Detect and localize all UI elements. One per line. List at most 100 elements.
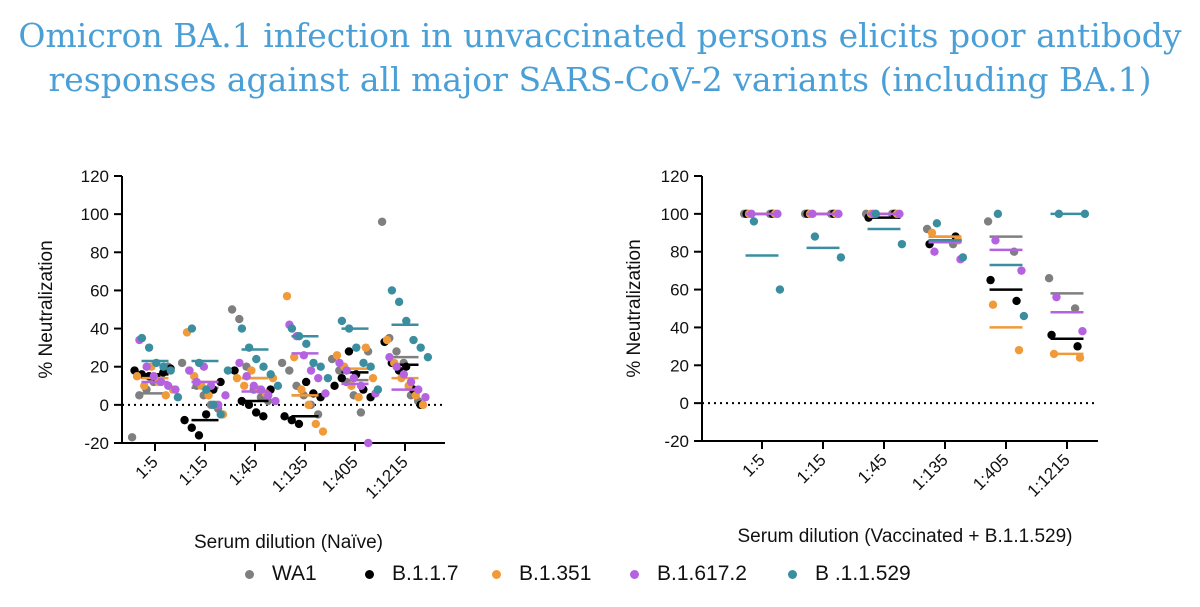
- legend-item: WA1: [245, 562, 317, 586]
- y-axis-label: % Neutralization: [36, 240, 57, 378]
- legend-marker: [630, 569, 639, 579]
- data-point: [177, 358, 187, 368]
- data-point: [171, 385, 180, 394]
- data-point: [392, 347, 401, 356]
- data-point: [1080, 209, 1090, 219]
- title-line-2: responses against all major SARS-CoV-2 v…: [48, 60, 1152, 99]
- data-point: [1012, 296, 1021, 306]
- data-point: [149, 372, 159, 381]
- series-b-1-1-529: [745, 209, 1090, 321]
- series-wa1: [127, 217, 423, 442]
- series-b-1-351: [744, 209, 1085, 362]
- data-point: [142, 362, 151, 371]
- legend-label: B .1.1.529: [815, 562, 911, 585]
- x-tick-label: 1:1215: [362, 452, 412, 502]
- data-point: [301, 377, 311, 387]
- legend-item: B.1.617.2: [630, 562, 747, 586]
- x-tick-label: 1:5: [132, 452, 162, 482]
- x-axis-label: Serum dilution (Naïve): [194, 532, 383, 553]
- data-point: [216, 410, 225, 419]
- data-point: [185, 366, 194, 375]
- y-tick-label: 80: [90, 243, 109, 262]
- data-point: [287, 324, 297, 333]
- y-axis-label: % Neutralization: [624, 239, 645, 377]
- data-point: [132, 372, 142, 381]
- data-point: [983, 217, 993, 226]
- data-point: [318, 427, 328, 436]
- y-tick-label: -20: [664, 432, 689, 451]
- data-point: [836, 253, 846, 262]
- legend-item: B .1.1.529: [788, 562, 911, 586]
- data-point: [385, 352, 394, 362]
- data-point: [416, 343, 425, 352]
- data-point: [392, 362, 401, 371]
- data-point: [235, 358, 244, 368]
- data-point: [1047, 330, 1056, 340]
- data-point: [1070, 304, 1080, 313]
- data-point: [930, 247, 939, 256]
- data-point: [240, 381, 249, 390]
- data-point: [871, 209, 881, 219]
- legend-item: B.1.1.7: [365, 562, 459, 586]
- data-point: [259, 362, 268, 371]
- chart-panel-2: -20 0 20 40 60 80 100 120 1:5 1:15 1:45 1:135 1:405 1…: [624, 167, 1098, 547]
- data-point: [356, 408, 366, 417]
- data-point: [235, 314, 244, 324]
- data-point: [316, 362, 325, 371]
- title-line-1: Omicron BA.1 infection in unvaccinated p…: [18, 16, 1182, 55]
- x-tick-label: 1:405: [318, 452, 362, 496]
- data-point: [361, 343, 370, 352]
- data-point: [251, 408, 261, 417]
- data-point: [297, 385, 306, 394]
- data-point: [140, 381, 149, 390]
- data-point: [161, 391, 170, 400]
- data-point: [249, 381, 259, 390]
- data-point: [285, 366, 294, 375]
- data-point: [180, 415, 189, 425]
- data-point: [352, 343, 361, 352]
- data-point: [271, 396, 280, 406]
- data-point: [406, 377, 416, 387]
- data-point: [1014, 345, 1024, 355]
- data-point: [423, 352, 433, 362]
- data-point: [927, 228, 937, 237]
- series-b-1-1-7: [742, 209, 1084, 351]
- data-point: [242, 372, 251, 381]
- series-b-1-617-2: [745, 209, 1087, 336]
- data-point: [349, 373, 359, 383]
- data-point: [244, 400, 254, 410]
- legend-label: B.1.351: [519, 562, 592, 585]
- data-point: [323, 373, 333, 383]
- data-point: [993, 209, 1003, 219]
- data-point: [421, 393, 430, 402]
- data-point: [394, 297, 404, 307]
- x-axis-label: Serum dilution (Vaccinated + B.1.1.529): [738, 526, 1073, 547]
- data-point: [382, 335, 392, 345]
- x-tick-label: 1:45: [854, 450, 891, 487]
- data-point: [337, 373, 346, 383]
- y-tick-label: 120: [661, 167, 689, 186]
- data-point: [277, 358, 287, 368]
- y-tick-label: 20: [90, 358, 109, 377]
- data-point: [232, 373, 242, 383]
- data-point: [201, 410, 211, 419]
- data-point: [368, 373, 378, 383]
- chart-legend: WA1 B.1.1.7 B.1.351 B.1.617.2 B .1.1.529: [0, 560, 1200, 594]
- data-point: [897, 239, 907, 249]
- y-tick-label: 0: [680, 394, 689, 413]
- y-tick-label: 100: [81, 205, 109, 224]
- legend-item: B.1.351: [492, 562, 591, 586]
- data-point: [1017, 266, 1026, 275]
- data-point: [377, 217, 387, 226]
- x-tick-label: 1:45: [225, 452, 262, 489]
- data-point: [127, 433, 137, 442]
- chart-panel-1: -20 0 20 40 60 80 100 120 1:5 1:15 1:45 1:135 1:405 1…: [36, 167, 445, 553]
- legend-marker: [492, 569, 501, 579]
- data-point: [399, 370, 409, 379]
- data-point: [749, 217, 759, 226]
- y-tick-label: 60: [90, 281, 109, 300]
- y-tick-label: 0: [100, 396, 109, 415]
- data-point: [135, 391, 144, 400]
- legend-label: B.1.617.2: [657, 562, 747, 585]
- data-point: [282, 291, 292, 301]
